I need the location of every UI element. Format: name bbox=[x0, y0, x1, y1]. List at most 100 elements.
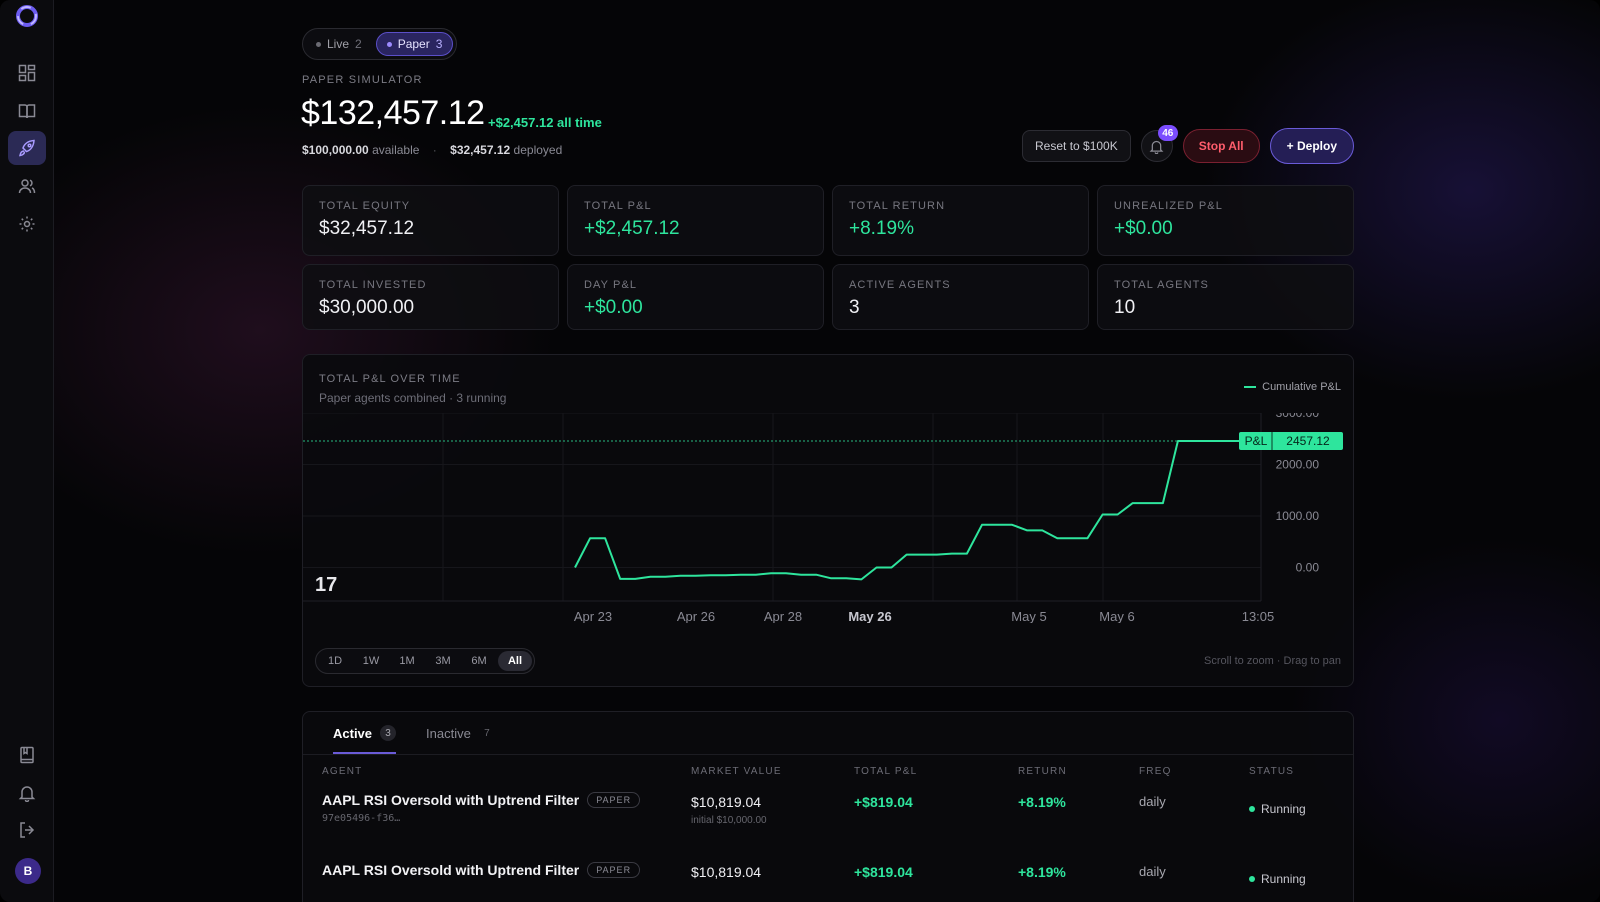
market-value: $10,819.04 bbox=[691, 794, 762, 810]
account-balance: $132,457.12 bbox=[301, 94, 485, 132]
sidebar-item-settings[interactable] bbox=[8, 207, 46, 241]
mode-paper-button[interactable]: Paper 3 bbox=[375, 32, 454, 56]
y-tick-label: 3000.00 bbox=[1276, 413, 1320, 420]
chart-hint: Scroll to zoom · Drag to pan bbox=[1204, 655, 1341, 667]
stat-label: TOTAL AGENTS bbox=[1114, 279, 1209, 291]
agent-name-text: AAPL RSI Oversold with Uptrend Filter bbox=[322, 792, 580, 808]
status-badge: Running bbox=[1249, 872, 1306, 886]
avatar[interactable]: B bbox=[15, 858, 41, 884]
y-tick-label: 2000.00 bbox=[1276, 458, 1320, 472]
x-tick-label: May 26 bbox=[848, 609, 891, 623]
sidebar-item-library[interactable] bbox=[8, 94, 46, 128]
range-3m-button[interactable]: 3M bbox=[435, 655, 451, 667]
paper-badge: PAPER bbox=[587, 792, 641, 808]
available-value: $100,000.00 bbox=[302, 143, 369, 157]
header-agent[interactable]: AGENT bbox=[322, 766, 363, 777]
market-value-cell: $10,819.04 initial $10,000.00 bbox=[691, 794, 767, 826]
y-tick-label: 1000.00 bbox=[1276, 509, 1320, 523]
series-line bbox=[574, 440, 1261, 581]
table-row[interactable]: AAPL RSI Oversold with Uptrend Filter PAP… bbox=[303, 792, 1353, 862]
sidebar-item-journal[interactable] bbox=[8, 738, 46, 772]
deployed-value: $32,457.12 bbox=[450, 143, 511, 157]
paper-badge: PAPER bbox=[587, 862, 641, 878]
deploy-button[interactable]: + Deploy bbox=[1269, 128, 1354, 164]
notifications-button[interactable]: 46 bbox=[1140, 125, 1178, 162]
range-1m-button[interactable]: 1M bbox=[399, 655, 415, 667]
tab-count: 7 bbox=[484, 727, 490, 739]
tab-inactive[interactable]: Inactive 7 bbox=[426, 712, 495, 754]
stat-card: TOTAL P&L +$2,457.12 bbox=[567, 185, 824, 256]
stat-label: TOTAL EQUITY bbox=[319, 200, 411, 212]
range-all-button[interactable]: All bbox=[498, 651, 532, 671]
stat-card: TOTAL AGENTS 10 bbox=[1097, 264, 1354, 330]
header-return[interactable]: RETURN bbox=[1018, 766, 1067, 777]
paper-dot-icon bbox=[386, 41, 392, 47]
stat-value: $32,457.12 bbox=[319, 218, 415, 239]
frequency: daily bbox=[1139, 864, 1166, 879]
agents-table-card: Active 3 Inactive 7 AGENT MARKET VALUE T… bbox=[302, 711, 1354, 902]
initial-value: initial $10,000.00 bbox=[691, 815, 767, 826]
sidebar-item-deploy[interactable] bbox=[8, 131, 46, 165]
agent-name-text: AAPL RSI Oversold with Uptrend Filter bbox=[322, 862, 580, 878]
range-1d-button[interactable]: 1D bbox=[327, 655, 343, 667]
return-value: +8.19% bbox=[1018, 864, 1066, 880]
table-row[interactable]: AAPL RSI Oversold with Uptrend Filter PAP… bbox=[303, 862, 1353, 902]
price-tag-label: P&L bbox=[1245, 434, 1268, 448]
app-logo-icon[interactable] bbox=[16, 5, 38, 27]
agent-name[interactable]: AAPL RSI Oversold with Uptrend Filter PAP… bbox=[322, 862, 641, 878]
stat-label: UNREALIZED P&L bbox=[1114, 200, 1223, 212]
stat-label: TOTAL P&L bbox=[584, 200, 652, 212]
stat-value: +8.19% bbox=[849, 218, 914, 239]
stat-label: TOTAL RETURN bbox=[849, 200, 946, 212]
dashboard-icon bbox=[18, 64, 36, 82]
reset-button[interactable]: Reset to $100K bbox=[1022, 130, 1131, 162]
divider bbox=[303, 754, 1353, 755]
status-dot-icon bbox=[1249, 806, 1255, 812]
journal-icon bbox=[20, 746, 34, 764]
deployed-label: deployed bbox=[513, 143, 563, 157]
header-status[interactable]: STATUS bbox=[1249, 766, 1295, 777]
mode-toggle: Live 2 Paper 3 bbox=[302, 28, 458, 60]
sidebar-item-logout[interactable] bbox=[8, 813, 46, 847]
pnl-chart[interactable]: 3000.00 2000.00 1000.00 0.00 Apr 23 Apr 26 Apr… bbox=[303, 413, 1353, 623]
sidebar-item-team[interactable] bbox=[8, 169, 46, 203]
range-selector: 1D 1W 1M 3M 6M All bbox=[315, 648, 535, 674]
tab-active[interactable]: Active 3 bbox=[333, 712, 397, 754]
stat-value: +$2,457.12 bbox=[584, 218, 680, 239]
price-tag-value: 2457.12 bbox=[1286, 434, 1330, 448]
header-market-value[interactable]: MARKET VALUE bbox=[691, 766, 782, 777]
stats-grid: TOTAL EQUITY $32,457.12 TOTAL P&L +$2,45… bbox=[302, 185, 1354, 330]
live-dot-icon bbox=[316, 41, 321, 47]
notifications-badge: 46 bbox=[1157, 125, 1178, 141]
header-freq[interactable]: FREQ bbox=[1139, 766, 1172, 777]
stat-value: +$0.00 bbox=[584, 297, 643, 318]
breakdown-separator: · bbox=[432, 143, 437, 157]
stat-card: TOTAL EQUITY $32,457.12 bbox=[302, 185, 559, 256]
chart-title: TOTAL P&L OVER TIME bbox=[319, 373, 461, 385]
bell-icon bbox=[18, 786, 36, 802]
mode-live-label: Live bbox=[327, 37, 350, 51]
agent-tabs: Active 3 Inactive 7 bbox=[333, 712, 495, 754]
range-6m-button[interactable]: 6M bbox=[471, 655, 487, 667]
available-label: available bbox=[372, 143, 420, 157]
price-tag bbox=[1239, 431, 1343, 450]
header-total-pnl[interactable]: TOTAL P&L bbox=[854, 766, 918, 777]
agent-name[interactable]: AAPL RSI Oversold with Uptrend Filter PAP… bbox=[322, 792, 641, 808]
x-tick-label: Apr 23 bbox=[574, 609, 612, 623]
mode-paper-label: Paper bbox=[397, 37, 430, 51]
x-tick-label: 13:05 bbox=[1242, 609, 1275, 623]
x-tick-label: Apr 28 bbox=[764, 609, 802, 623]
mode-live-button[interactable]: Live 2 bbox=[306, 32, 372, 56]
sidebar-item-dashboard[interactable] bbox=[8, 56, 46, 90]
sidebar: B bbox=[0, 0, 54, 902]
sidebar-item-notifications[interactable] bbox=[8, 776, 46, 810]
x-tick-label: May 5 bbox=[1011, 609, 1046, 623]
stop-all-button[interactable]: Stop All bbox=[1182, 129, 1260, 163]
mode-live-count: 2 bbox=[355, 37, 362, 51]
x-tick-label: Apr 26 bbox=[677, 609, 715, 623]
rocket-icon bbox=[19, 139, 35, 157]
status-label: Running bbox=[1261, 802, 1306, 816]
range-1w-button[interactable]: 1W bbox=[362, 655, 380, 667]
stat-card: ACTIVE AGENTS 3 bbox=[832, 264, 1089, 330]
pnl-chart-card: TOTAL P&L OVER TIME Paper agents combine… bbox=[302, 354, 1354, 687]
